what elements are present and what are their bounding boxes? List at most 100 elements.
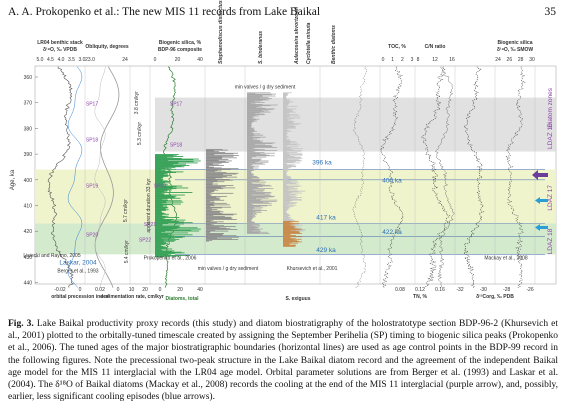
diatom-bar xyxy=(155,202,167,204)
diatom-bar xyxy=(247,164,253,166)
diatom-bar xyxy=(283,116,290,117)
diatom-bar xyxy=(247,159,261,161)
diatom-bar xyxy=(155,191,165,193)
diatom-bar xyxy=(283,173,287,175)
diatom-bar xyxy=(247,140,263,142)
bottom-tick-label: 0.16 xyxy=(435,287,445,293)
diatom-bar xyxy=(283,148,291,150)
diatom-bar xyxy=(247,208,262,210)
age-tick-label: 370 xyxy=(24,101,33,107)
diatom-bar xyxy=(283,105,298,107)
diatom-bar xyxy=(206,195,212,197)
diatom-bar xyxy=(155,252,185,254)
diatom-bar xyxy=(283,222,300,224)
diatom-bar xyxy=(206,207,222,209)
diatom-bar xyxy=(283,93,289,94)
diatom-bar xyxy=(247,111,271,113)
diatom-bar xyxy=(283,179,288,180)
diatom-bar xyxy=(155,172,176,173)
diatom-bar xyxy=(155,160,201,162)
diatom-bar xyxy=(247,146,272,148)
diatom-bar xyxy=(283,204,289,206)
diatom-bar xyxy=(206,236,221,237)
diatom-bar xyxy=(155,196,174,198)
diatom-bar xyxy=(206,216,232,218)
diatom-bar xyxy=(206,172,239,174)
diatom-bar xyxy=(155,228,201,230)
diatom-bar xyxy=(155,241,164,243)
diatom-bar xyxy=(206,228,231,230)
diatom-bar xyxy=(283,126,296,128)
diatom-bar xyxy=(283,175,290,177)
diatom-bar xyxy=(206,201,210,203)
diatom-bar xyxy=(155,244,165,245)
diatom-bar xyxy=(283,193,290,195)
diatom-bar xyxy=(283,222,290,224)
diatom-bar xyxy=(283,157,301,159)
diatom-bar xyxy=(206,236,239,238)
diatom-bar xyxy=(155,244,162,246)
diatom-bar xyxy=(283,162,300,164)
diatom-bar xyxy=(155,168,172,170)
diatom-bar xyxy=(206,181,225,183)
diatom-bar xyxy=(283,226,295,227)
diatom-bar xyxy=(247,215,254,217)
top-tick-label: 30 xyxy=(529,57,535,63)
diatom-bar xyxy=(155,209,166,211)
diatom-bar xyxy=(155,178,164,180)
diatom-bar xyxy=(155,224,163,226)
diatom-bar xyxy=(247,100,255,102)
diatom-bar xyxy=(206,149,228,151)
annotation: Mackay et al., 2008 xyxy=(484,255,528,261)
diatom-bar xyxy=(283,191,299,193)
diatom-bar xyxy=(155,159,194,161)
diatom-bar xyxy=(155,186,173,188)
diatom-bar xyxy=(283,139,290,141)
diatom-bar xyxy=(155,158,199,160)
panel-title: C/N ratio xyxy=(425,44,446,50)
diatom-bar xyxy=(247,179,264,181)
diatom-bar xyxy=(155,200,182,202)
diatom-bar xyxy=(283,114,290,116)
diatom-bar xyxy=(247,134,254,135)
diatom-bar xyxy=(155,184,164,186)
diatom-bar xyxy=(206,164,219,166)
diatom-bar xyxy=(283,183,297,184)
diatom-bar xyxy=(247,141,260,143)
bottom-tick-label: 0.02 xyxy=(95,287,105,293)
diatom-bar xyxy=(283,94,289,96)
diatom-bar xyxy=(206,156,223,158)
diatom-bar xyxy=(283,147,292,148)
diatom-bar xyxy=(283,183,299,185)
diatom-bar xyxy=(283,102,289,104)
diatom-bar xyxy=(283,120,288,121)
annotation: SP17 xyxy=(170,101,182,107)
diatom-bar xyxy=(206,179,230,180)
diatom-bar xyxy=(247,199,262,200)
top-tick-label: 4.5 xyxy=(47,57,54,63)
diatom-bar xyxy=(283,117,301,119)
diatom-bar xyxy=(155,181,165,183)
diatom-bar xyxy=(206,155,234,157)
diatom-bar xyxy=(283,233,302,234)
diatom-bar xyxy=(247,198,256,200)
diatom-bar xyxy=(283,175,287,177)
diatom-bar xyxy=(206,218,232,220)
figure-caption: Fig. 3. Lake Baikal productivity proxy r… xyxy=(8,318,558,403)
diatom-bar xyxy=(155,183,164,184)
diatom-bar xyxy=(155,205,167,207)
diatom-bar xyxy=(247,148,265,150)
diatom-bar xyxy=(283,190,288,191)
diatom-bar xyxy=(247,203,251,205)
diatom-bar xyxy=(283,136,287,138)
annotation: Lisiecki and Raymo, 2005 xyxy=(23,253,80,259)
diatom-bar xyxy=(155,193,165,195)
diatom-bar xyxy=(283,210,287,212)
diatom-bar xyxy=(247,218,253,220)
diatom-bar xyxy=(247,130,255,132)
diatom-bar xyxy=(247,188,265,190)
bottom-tick-label: 0.12 xyxy=(415,287,425,293)
diatom-bar xyxy=(206,209,218,210)
diatom-bar xyxy=(283,157,303,159)
diatom-bar xyxy=(283,190,306,192)
